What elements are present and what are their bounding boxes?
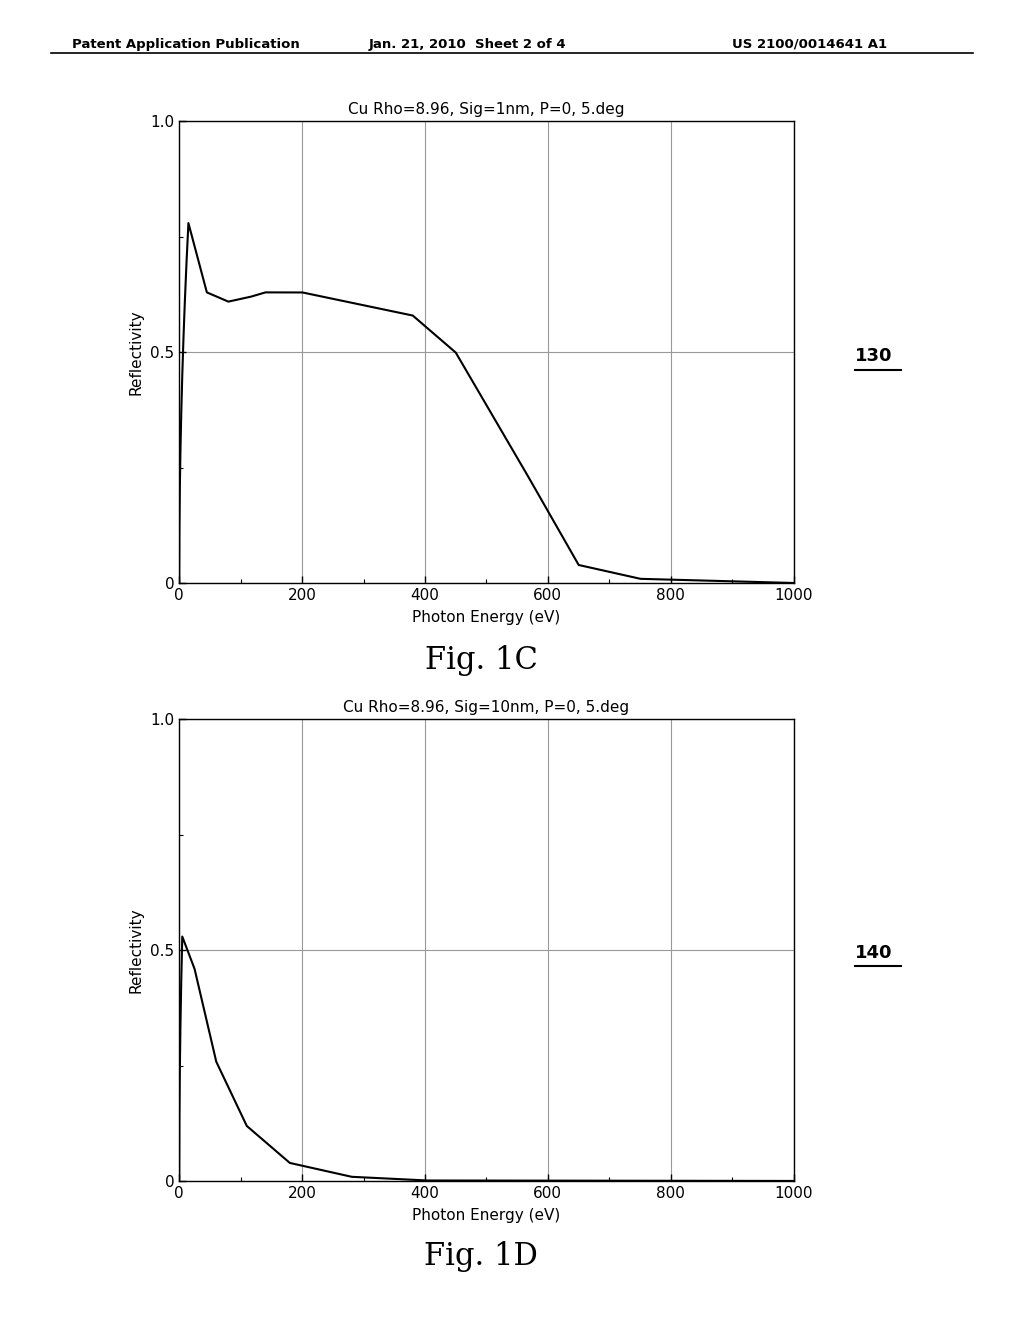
Title: Cu Rho=8.96, Sig=10nm, P=0, 5.deg: Cu Rho=8.96, Sig=10nm, P=0, 5.deg [343, 701, 630, 715]
Y-axis label: Reflectivity: Reflectivity [128, 310, 143, 395]
X-axis label: Photon Energy (eV): Photon Energy (eV) [413, 1208, 560, 1224]
Title: Cu Rho=8.96, Sig=1nm, P=0, 5.deg: Cu Rho=8.96, Sig=1nm, P=0, 5.deg [348, 103, 625, 117]
Text: Jan. 21, 2010  Sheet 2 of 4: Jan. 21, 2010 Sheet 2 of 4 [369, 37, 566, 50]
Text: 140: 140 [855, 944, 893, 962]
Text: US 2100/0014641 A1: US 2100/0014641 A1 [732, 37, 887, 50]
Y-axis label: Reflectivity: Reflectivity [128, 908, 143, 993]
Text: Patent Application Publication: Patent Application Publication [72, 37, 299, 50]
Text: 130: 130 [855, 347, 893, 366]
X-axis label: Photon Energy (eV): Photon Energy (eV) [413, 610, 560, 626]
Text: Fig. 1C: Fig. 1C [425, 644, 538, 676]
Text: Fig. 1D: Fig. 1D [424, 1241, 539, 1272]
